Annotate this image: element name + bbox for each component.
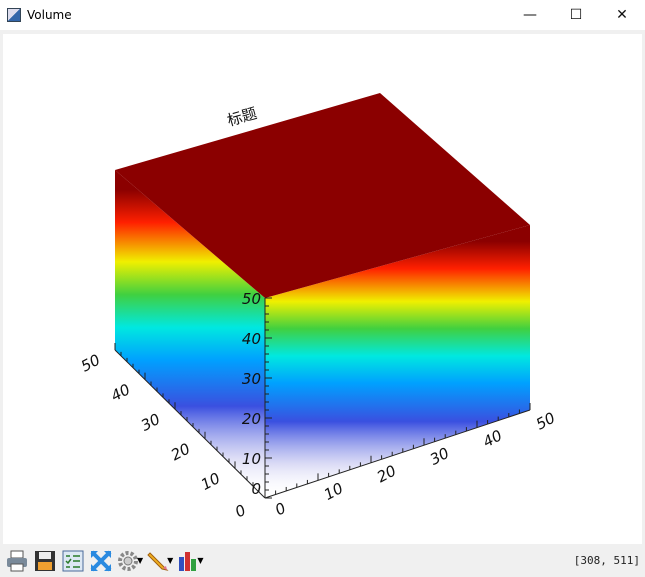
y-axis-line <box>114 349 266 499</box>
cube-right-face <box>265 225 530 498</box>
x-tick-label: 10 <box>321 479 346 504</box>
save-button[interactable] <box>33 548 57 574</box>
plot-title: 标题 <box>225 104 259 130</box>
y-tick-label: 50 <box>78 351 103 376</box>
chart-type-dropdown[interactable]: ▼ <box>177 548 203 574</box>
toolbar: ▼ ▼ ▼ <box>0 544 645 577</box>
close-button[interactable]: ✕ <box>616 7 628 23</box>
properties-icon <box>62 550 84 571</box>
x-axis-line <box>264 409 531 499</box>
z-tick-label: 30 <box>242 370 261 388</box>
y-tick-label: 20 <box>168 439 193 464</box>
annotate-dropdown[interactable]: ▼ <box>147 548 173 574</box>
x-tick-label: 20 <box>374 461 399 486</box>
save-icon <box>35 550 55 571</box>
maximize-button[interactable]: ☐ <box>569 7 583 23</box>
cube-top-face <box>115 93 530 298</box>
print-icon <box>7 550 27 571</box>
chevron-down-icon: ▼ <box>167 556 174 565</box>
reset-view-icon <box>90 550 112 571</box>
properties-button[interactable] <box>61 548 85 574</box>
z-tick-label: 50 <box>242 290 261 308</box>
x-tick-label: 0 <box>272 499 289 519</box>
z-tick-label: 40 <box>242 330 261 348</box>
title-bar: Volume — ☐ ✕ <box>0 0 645 30</box>
z-tick-label: 10 <box>242 450 261 468</box>
x-tick-label: 50 <box>533 409 558 434</box>
x-tick-label: 30 <box>427 444 452 469</box>
window-title: Volume <box>27 8 72 22</box>
z-tick-label: 0 <box>251 480 261 498</box>
y-tick-label: 10 <box>198 469 223 494</box>
z-tick-label: 20 <box>242 410 261 428</box>
y-tick-label: 0 <box>232 501 249 521</box>
reset-view-button[interactable] <box>89 548 113 574</box>
gear-icon <box>118 550 138 571</box>
settings-dropdown[interactable]: ▼ <box>117 548 143 574</box>
chevron-down-icon: ▼ <box>137 556 144 565</box>
x-tick-label: 40 <box>480 426 505 451</box>
print-button[interactable] <box>5 548 29 574</box>
cursor-coordinates: [308, 511] <box>573 554 640 567</box>
bar-chart-icon <box>179 551 197 571</box>
minimize-button[interactable]: — <box>523 7 537 23</box>
pencil-icon <box>147 551 169 571</box>
y-tick-label: 40 <box>108 380 133 405</box>
chevron-down-icon: ▼ <box>197 556 204 565</box>
app-icon <box>7 8 21 22</box>
y-tick-label: 30 <box>138 410 163 435</box>
cube-left-face <box>115 170 265 498</box>
